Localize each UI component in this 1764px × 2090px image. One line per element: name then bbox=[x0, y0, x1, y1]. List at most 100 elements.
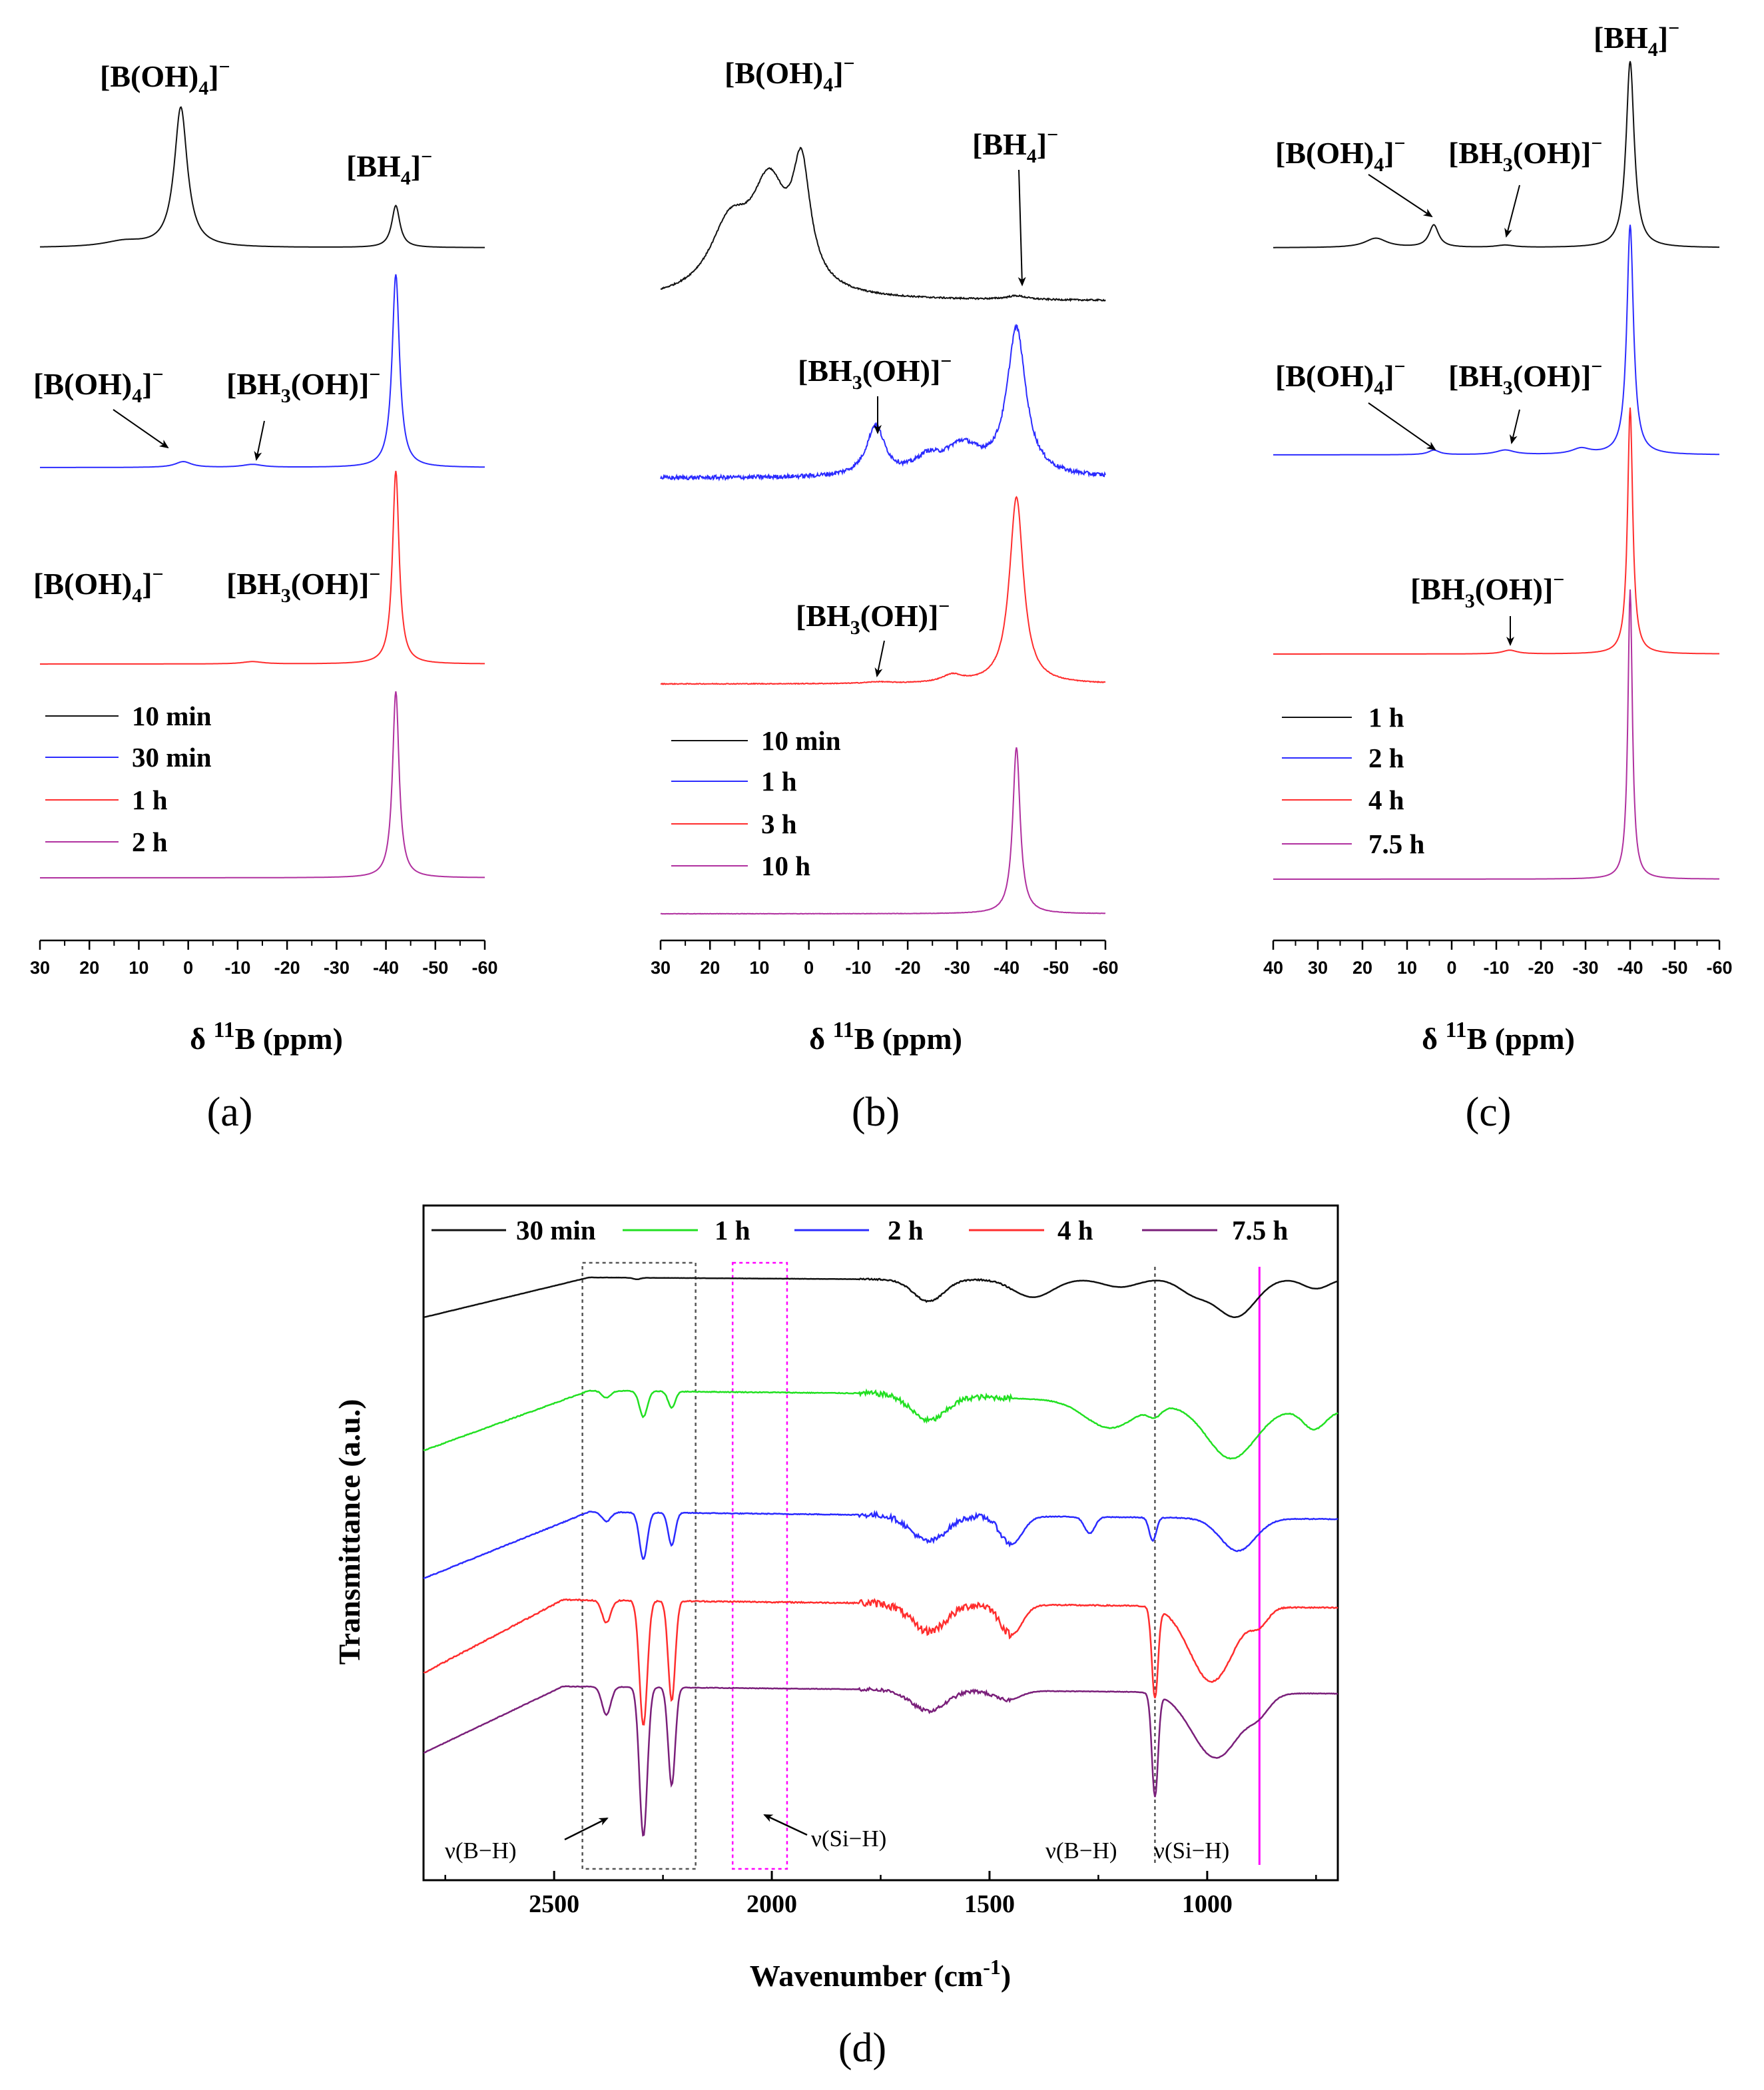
c-series-4h bbox=[1273, 407, 1719, 655]
d-tick-label: 1000 bbox=[1182, 1890, 1233, 1918]
a-arrow-boh4 bbox=[113, 409, 169, 449]
b-tick-label: -10 bbox=[845, 958, 871, 978]
panel-c: 40 30 20 10 0 -10 -20 -30 -40 -50 -60 δ 11B (ppm) … bbox=[1263, 17, 1733, 1135]
d-plot-frame bbox=[422, 1204, 1339, 1882]
a-tick-label: 30 bbox=[30, 958, 50, 978]
a-label-boh4-top: [B(OH)4]− bbox=[100, 56, 230, 99]
d-annot-sih-right: ν(Si−H) bbox=[1154, 1838, 1229, 1864]
a-label-bh3oh-low: [BH3(OH)]− bbox=[226, 563, 380, 607]
panel-label-d: (d) bbox=[838, 2025, 886, 2071]
c-legend-4h: 4 h bbox=[1368, 785, 1404, 815]
b-series-10h bbox=[660, 747, 1105, 915]
panel-d: 2500 2000 1500 1000 30 min 1 h 2 h 4 h 7.5 … bbox=[332, 1204, 1339, 2071]
b-tick-label: 0 bbox=[804, 958, 814, 978]
c-label-boh4-top: [B(OH)4]− bbox=[1275, 133, 1406, 176]
a-tick-label: -10 bbox=[224, 958, 250, 978]
a-tick-label: 10 bbox=[129, 958, 148, 978]
d-box-bh bbox=[581, 1261, 697, 1870]
a-xlabel: δ 11B (ppm) bbox=[190, 1018, 343, 1056]
c-xlabel: δ 11B (ppm) bbox=[1422, 1018, 1575, 1056]
b-legend-3h: 3 h bbox=[761, 809, 797, 839]
panel-label-a: (a) bbox=[207, 1090, 253, 1135]
c-tick-label: 30 bbox=[1308, 958, 1328, 978]
d-legend-30min: 30 min bbox=[516, 1215, 596, 1245]
c-series-2h bbox=[1273, 224, 1719, 456]
c-label-boh4-mid: [B(OH)4]− bbox=[1275, 356, 1406, 399]
c-label-bh3oh-low: [BH3(OH)]− bbox=[1410, 569, 1564, 612]
c-legend-2h: 2 h bbox=[1368, 743, 1404, 773]
d-legend-7.5h: 7.5 h bbox=[1232, 1215, 1289, 1245]
panel-label-c: (c) bbox=[1466, 1090, 1512, 1135]
c-tick-label: 40 bbox=[1263, 958, 1283, 978]
b-tick-label: -50 bbox=[1043, 958, 1069, 978]
d-annot-bh-left: ν(B−H) bbox=[445, 1838, 517, 1864]
c-legend-1h: 1 h bbox=[1368, 702, 1404, 733]
d-xlabel: Wavenumber (cm-1) bbox=[750, 1955, 1012, 1993]
a-tick-label: 20 bbox=[79, 958, 99, 978]
a-tick-label: 0 bbox=[183, 958, 193, 978]
c-arrow-boh4-mid bbox=[1368, 402, 1436, 451]
d-series-2h bbox=[423, 1509, 1338, 1579]
c-series-1h bbox=[1273, 61, 1719, 248]
c-legend-7.5h: 7.5 h bbox=[1368, 829, 1425, 859]
b-legend-10h: 10 h bbox=[761, 851, 810, 881]
c-arrow-boh4-top bbox=[1368, 174, 1433, 218]
c-series-7.5h bbox=[1273, 589, 1719, 880]
a-series-2h bbox=[40, 691, 485, 878]
a-legend-30min: 30 min bbox=[132, 742, 212, 773]
a-legend-1h: 1 h bbox=[132, 785, 168, 815]
c-label-bh3oh-mid: [BH3(OH)]− bbox=[1448, 356, 1602, 399]
c-label-bh4-top: [BH4]− bbox=[1594, 17, 1679, 61]
c-tick-label: 20 bbox=[1352, 958, 1372, 978]
b-legend: 10 min 1 h 3 h 10 h bbox=[671, 725, 841, 881]
b-tick-label: 30 bbox=[651, 958, 671, 978]
a-legend-2h: 2 h bbox=[132, 827, 168, 857]
a-label-bh4-top: [BH4]− bbox=[346, 146, 432, 189]
d-tick-label: 2500 bbox=[529, 1890, 579, 1918]
d-legend-1h: 1 h bbox=[715, 1215, 750, 1245]
b-legend-1h: 1 h bbox=[761, 766, 797, 797]
b-label-bh3oh-mid: [BH3(OH)]− bbox=[798, 350, 952, 394]
d-legend: 30 min 1 h 2 h 4 h 7.5 h bbox=[432, 1215, 1289, 1245]
d-arrow-bh bbox=[564, 1817, 609, 1841]
c-tick-label: 0 bbox=[1446, 958, 1456, 978]
c-label-bh3oh-top: [BH3(OH)]− bbox=[1448, 133, 1602, 176]
panel-label-b: (b) bbox=[852, 1090, 900, 1135]
panel-b: 30 20 10 0 -10 -20 -30 -40 -50 -60 δ 11B (ppm) (b… bbox=[651, 53, 1119, 1135]
c-arrow-bh3oh-top bbox=[1504, 184, 1520, 238]
a-legend: 10 min 30 min 1 h 2 h bbox=[45, 701, 212, 857]
a-label-boh4-low: [B(OH)4]− bbox=[33, 563, 164, 607]
c-legend: 1 h 2 h 4 h 7.5 h bbox=[1282, 702, 1425, 859]
a-tick-label: -50 bbox=[422, 958, 448, 978]
b-series-1h bbox=[660, 324, 1106, 482]
b-arrow-bh4 bbox=[1018, 169, 1026, 286]
a-tick-label: -60 bbox=[471, 958, 497, 978]
b-label-bh4-top: [BH4]− bbox=[972, 124, 1058, 167]
a-series-30min bbox=[40, 274, 485, 468]
d-arrow-sih bbox=[763, 1814, 808, 1836]
d-annot-bh-right: ν(B−H) bbox=[1045, 1838, 1117, 1864]
b-tick-label: -60 bbox=[1092, 958, 1118, 978]
b-label-bh3oh-low: [BH3(OH)]− bbox=[796, 595, 950, 639]
b-tick-label: 10 bbox=[749, 958, 769, 978]
a-series-1h bbox=[40, 470, 485, 665]
d-annot-sih-left: ν(Si−H) bbox=[811, 1826, 886, 1852]
c-tick-label: -30 bbox=[1572, 958, 1598, 978]
b-tick-label: -30 bbox=[944, 958, 970, 978]
a-tick-label: -40 bbox=[373, 958, 399, 978]
d-tick-label: 2000 bbox=[746, 1890, 797, 1918]
b-series-10min bbox=[660, 147, 1106, 302]
d-series-1h bbox=[423, 1388, 1338, 1460]
d-ylabel: Transmittance (a.u.) bbox=[332, 1399, 366, 1664]
a-series-10min bbox=[39, 106, 485, 248]
a-legend-10min: 10 min bbox=[132, 701, 212, 731]
d-box-sih bbox=[731, 1261, 788, 1870]
b-tick-label: -20 bbox=[895, 958, 921, 978]
b-arrow-bh3oh-low bbox=[874, 640, 885, 677]
a-arrow-bh3oh bbox=[254, 420, 265, 461]
c-tick-label: -60 bbox=[1706, 958, 1732, 978]
d-legend-4h: 4 h bbox=[1057, 1215, 1093, 1245]
a-label-boh4-mid: [B(OH)4]− bbox=[33, 364, 164, 407]
c-tick-label: -50 bbox=[1661, 958, 1687, 978]
